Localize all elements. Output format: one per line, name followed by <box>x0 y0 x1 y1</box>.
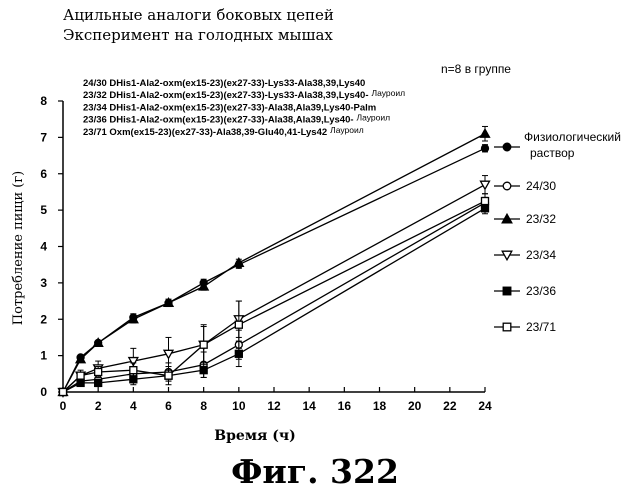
y-tick-label: 4 <box>40 240 47 254</box>
data-point <box>77 372 84 379</box>
x-tick-label: 20 <box>408 399 422 413</box>
data-point <box>481 181 490 189</box>
series-line <box>63 148 485 392</box>
x-tick-label: 2 <box>95 399 102 413</box>
x-tick-label: 14 <box>302 399 316 413</box>
legend-marker <box>503 143 511 151</box>
figure-caption: Фиг. 322 <box>0 452 630 491</box>
legend-label: 23/34 <box>526 248 556 262</box>
data-point <box>235 321 242 328</box>
legend-item: 23/32 <box>494 212 556 226</box>
legend-label: 24/30 <box>526 179 556 193</box>
x-axis-label: Время (ч) <box>214 428 295 444</box>
compound-description: 23/34 DHis1-Ala2-oxm(ex15-23)(ex27-33)-A… <box>83 102 376 113</box>
chart-legend: Физиологический раствор 24/30 23/32 23/34 23/… <box>494 130 621 334</box>
x-tick-label: 22 <box>443 399 457 413</box>
legend-marker <box>503 287 511 295</box>
data-point <box>200 341 207 348</box>
data-point <box>482 145 489 152</box>
chart-axes: 024681012141618202224012345678 <box>40 94 492 413</box>
legend-label: 23/32 <box>526 212 556 226</box>
y-tick-label: 1 <box>40 349 47 363</box>
series-23-34 <box>59 176 490 397</box>
y-axis-label: Потребление пищи (г) <box>11 171 26 325</box>
series-line <box>63 185 485 392</box>
x-tick-label: 10 <box>232 399 246 413</box>
series-23-32 <box>59 126 490 395</box>
data-point <box>200 367 207 374</box>
legend-label: 23/71 <box>526 320 556 334</box>
x-tick-label: 6 <box>165 399 172 413</box>
series-line <box>63 201 485 392</box>
x-tick-label: 12 <box>267 399 281 413</box>
compound-descriptions: 24/30 DHis1-Ala2-oxm(ex15-23)(ex27-33)-L… <box>83 78 405 138</box>
chart-series <box>59 126 490 396</box>
y-tick-label: 2 <box>40 312 47 326</box>
data-point <box>95 368 102 375</box>
series-24-30 <box>60 197 489 395</box>
x-tick-label: 24 <box>478 399 492 413</box>
legend-item: 23/71 <box>494 320 556 334</box>
legend-label: 23/36 <box>526 284 556 298</box>
data-point <box>60 389 67 396</box>
compound-description: 23/71 Oxm(ex15-23)(ex27-33)-Ala38,39-Glu… <box>83 125 364 138</box>
data-point <box>165 372 172 379</box>
data-point <box>482 198 489 205</box>
legend-label: Физиологический <box>524 130 621 144</box>
series-line <box>63 134 485 392</box>
data-point <box>235 350 242 357</box>
x-tick-label: 8 <box>200 399 207 413</box>
legend-item: 23/34 <box>494 248 556 262</box>
compound-description: 23/36 DHis1-Ala2-oxm(ex15-23)(ex27-33)-A… <box>83 113 390 126</box>
y-tick-label: 5 <box>40 203 47 217</box>
legend-item: Физиологический раствор <box>494 130 621 160</box>
data-point <box>481 129 490 137</box>
y-tick-label: 8 <box>40 94 47 108</box>
legend-item: 23/36 <box>494 284 556 298</box>
series-23-71 <box>60 194 489 396</box>
y-tick-label: 6 <box>40 167 47 181</box>
series-line <box>63 203 485 392</box>
legend-item: 24/30 <box>494 179 556 193</box>
series-Физиологический раствор <box>60 145 489 396</box>
x-tick-label: 18 <box>373 399 387 413</box>
compound-description: 24/30 DHis1-Ala2-oxm(ex15-23)(ex27-33)-L… <box>83 78 365 89</box>
x-tick-label: 16 <box>338 399 352 413</box>
y-tick-label: 3 <box>40 276 47 290</box>
y-tick-label: 7 <box>40 130 47 144</box>
data-point <box>95 379 102 386</box>
legend-label: раствор <box>530 146 575 160</box>
x-tick-label: 4 <box>130 399 137 413</box>
data-point <box>77 379 84 386</box>
legend-marker <box>503 323 511 331</box>
y-tick-label: 0 <box>40 385 47 399</box>
compound-description: 23/32 DHis1-Ala2-oxm(ex15-23)(ex27-33)-L… <box>83 88 405 101</box>
legend-marker <box>503 182 511 190</box>
data-point <box>130 367 137 374</box>
x-tick-label: 0 <box>60 399 67 413</box>
food-intake-chart: 024681012141618202224012345678 24/30 DHi… <box>0 0 630 450</box>
